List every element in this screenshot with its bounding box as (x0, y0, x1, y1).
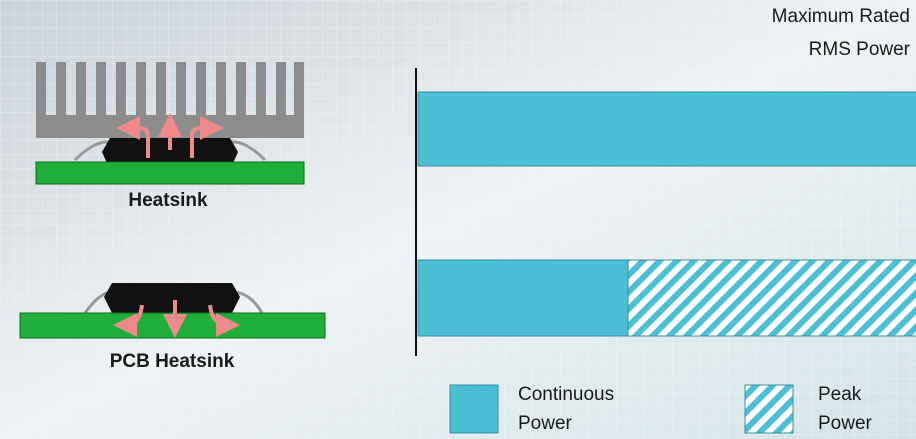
heatsink-illustration (35, 62, 305, 185)
legend-label: Power (518, 413, 573, 434)
continuous-bar (417, 91, 916, 167)
title-line: Maximum Rated (772, 6, 910, 27)
legend-swatch (449, 384, 499, 434)
continuous-bar (417, 259, 629, 337)
pcb-heatsink-illustration (19, 283, 326, 339)
illustration-label: Heatsink (128, 190, 208, 211)
illustration-label: PCB Heatsink (110, 351, 235, 372)
legend-label: Peak (818, 384, 862, 405)
peak-bar (627, 259, 916, 337)
legend-label: Continuous (518, 384, 614, 405)
legend-label: Power (818, 413, 873, 434)
title-line: RMS Power (809, 39, 911, 60)
legend-swatch (744, 384, 794, 434)
